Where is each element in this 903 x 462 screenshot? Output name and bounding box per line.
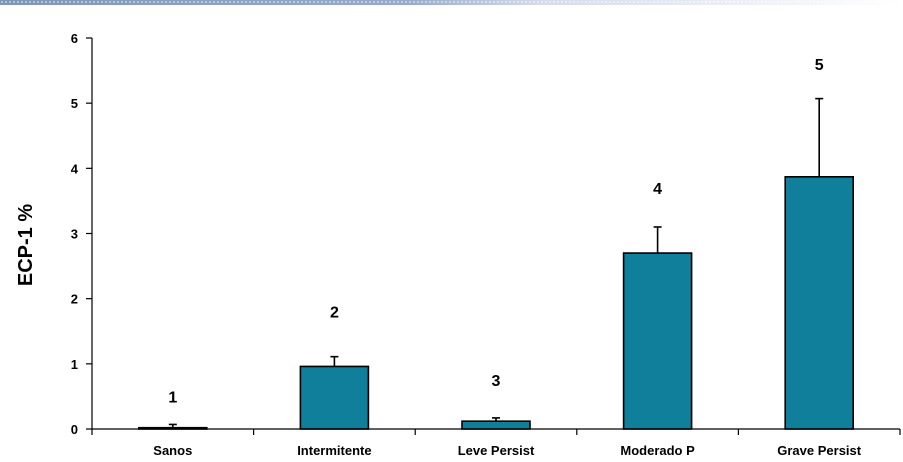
x-category-label: Leve Persist: [458, 443, 535, 458]
data-label: 5: [815, 57, 824, 74]
y-tick-label: 3: [71, 227, 78, 242]
x-category-label: Intermitente: [297, 443, 371, 458]
bar: [784, 176, 855, 430]
data-label: 2: [330, 305, 339, 322]
decorative-top-strip-pattern: [0, 0, 903, 5]
y-tick-label: 0: [71, 422, 78, 437]
y-tick-label: 6: [71, 31, 78, 46]
y-tick-label: 5: [71, 96, 78, 111]
y-tick-label: 2: [71, 292, 78, 307]
bars: [138, 97, 855, 430]
bar: [461, 420, 531, 430]
axes: 0 1 2 3 4 5 6: [71, 31, 901, 437]
data-label: 3: [492, 373, 501, 390]
data-label: 1: [168, 389, 177, 406]
x-category-label: Moderado P: [620, 443, 695, 458]
x-category-label: Grave Persist: [777, 443, 862, 458]
x-category-label: Sanos: [153, 443, 192, 458]
data-label: 4: [653, 181, 662, 198]
y-tick-label: 4: [71, 161, 79, 176]
bar: [622, 252, 693, 430]
bar: [299, 365, 370, 430]
y-tick-label: 1: [71, 357, 78, 372]
labels: Sanos 1 Intermitente 2 Leve Persist 3 Moderado…: [153, 57, 861, 458]
bar: [138, 426, 208, 430]
y-axis-title: ECP-1 %: [15, 204, 37, 286]
y-axis-title-group: ECP-1 %: [15, 204, 37, 286]
